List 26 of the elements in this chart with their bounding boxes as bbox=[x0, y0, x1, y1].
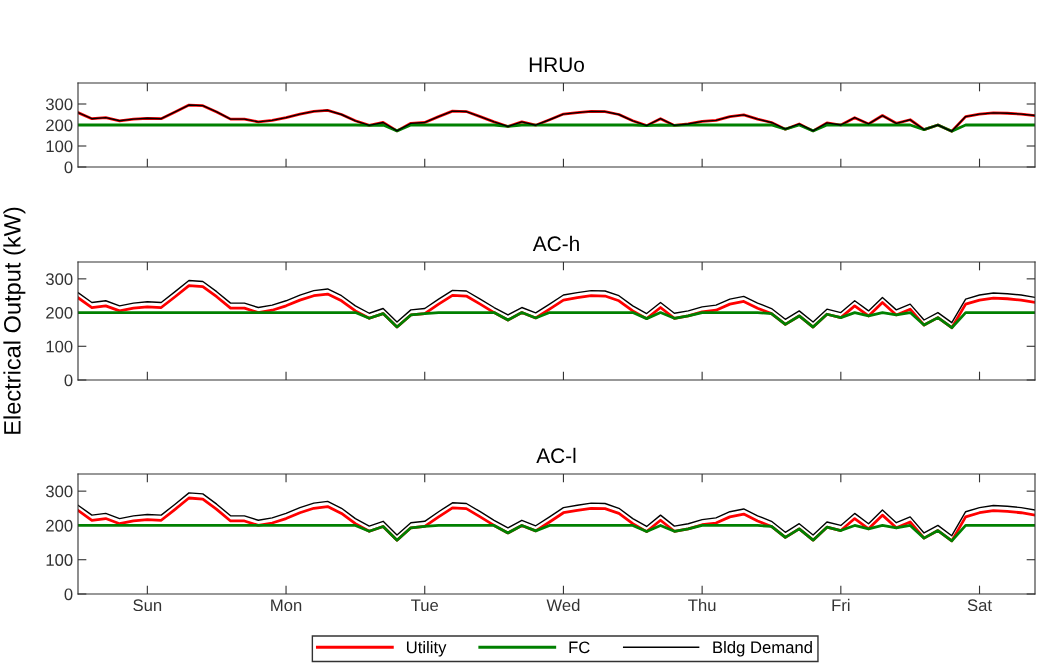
x-tick-label: Wed bbox=[546, 598, 580, 612]
x-tick-label: Sun bbox=[133, 599, 162, 612]
y-tick-label: 300 bbox=[45, 273, 73, 286]
y-tick-label: 100 bbox=[46, 554, 73, 566]
chart-title: HRUo bbox=[529, 57, 584, 73]
legend-label: FC bbox=[569, 641, 590, 654]
y-tick-label: 300 bbox=[45, 485, 73, 498]
y-axis-title: Electrical Output (kW) bbox=[3, 207, 26, 434]
legend-label: Utility bbox=[406, 641, 447, 657]
chart-title: AC-l bbox=[536, 447, 576, 464]
y-tick-label: 200 bbox=[46, 306, 73, 319]
y-tick-label: 200 bbox=[46, 519, 73, 532]
y-tick-label: 0 bbox=[64, 588, 73, 601]
y-tick-label: 200 bbox=[46, 119, 73, 132]
y-tick-label: 100 bbox=[46, 140, 73, 153]
y-tick-label: 100 bbox=[46, 340, 73, 353]
x-tick-label: Tue bbox=[411, 599, 439, 612]
x-tick-label: Sat bbox=[967, 599, 992, 612]
x-tick-label: Thu bbox=[688, 598, 716, 612]
chart-title: AC-h bbox=[532, 235, 579, 252]
y-tick-label: 300 bbox=[45, 98, 73, 111]
y-tick-label: 0 bbox=[64, 374, 73, 387]
legend-label: Bldg Demand bbox=[713, 641, 812, 657]
y-tick-label: 0 bbox=[64, 161, 73, 174]
x-tick-label: Mon bbox=[271, 599, 302, 612]
x-tick-label: Fri bbox=[832, 598, 850, 611]
